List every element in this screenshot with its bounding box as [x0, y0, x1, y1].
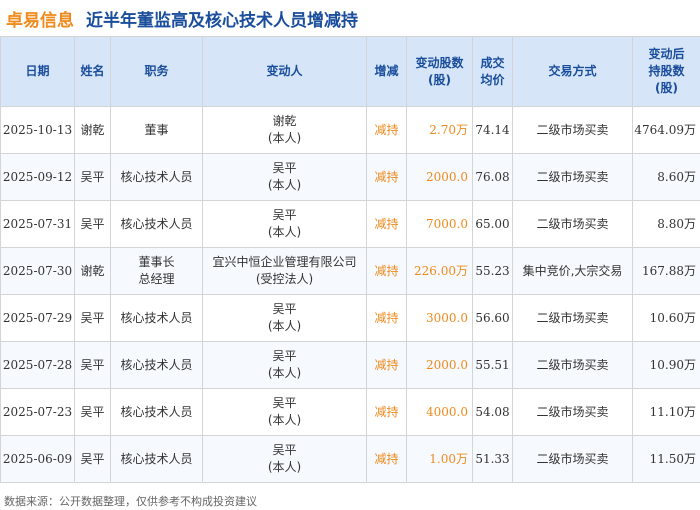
cell-shares: 1.00万: [406, 435, 473, 483]
cell-direction: 减持: [366, 247, 407, 295]
cell-changer: 吴平 (本人): [202, 435, 367, 483]
cell-method: 二级市场买卖: [512, 341, 633, 389]
cell-price: 55.51: [472, 341, 513, 389]
cell-method: 集中竞价,大宗交易: [512, 247, 633, 295]
cell-method: 二级市场买卖: [512, 294, 633, 342]
cell-date: 2025-10-13: [0, 106, 75, 154]
cell-date: 2025-06-09: [0, 435, 75, 483]
header-method: 交易方式: [512, 36, 633, 107]
cell-holding: 8.80万: [632, 200, 700, 248]
cell-date: 2025-07-23: [0, 388, 75, 436]
table-row: 2025-07-29 吴平 核心技术人员 吴平 (本人) 减持 3000.0 56.60 二级市…: [0, 294, 700, 342]
cell-method: 二级市场买卖: [512, 153, 633, 201]
cell-holding: 10.90万: [632, 341, 700, 389]
title-bar: 卓易信息 近半年董监高及核心技术人员增减持: [0, 0, 700, 36]
header-name: 姓名: [74, 36, 111, 107]
cell-date: 2025-07-28: [0, 341, 75, 389]
cell-direction: 减持: [366, 294, 407, 342]
cell-position: 董事: [110, 106, 203, 154]
header-price: 成交 均价: [472, 36, 513, 107]
cell-name: 吴平: [74, 200, 111, 248]
cell-name: 谢乾: [74, 247, 111, 295]
header-position: 职务: [110, 36, 203, 107]
cell-date: 2025-07-29: [0, 294, 75, 342]
cell-position: 核心技术人员: [110, 200, 203, 248]
table-row: 2025-07-30 谢乾 董事长 总经理 宜兴中恒企业管理有限公司 (受控法人) 减持 22…: [0, 247, 700, 295]
cell-holding: 4764.09万: [632, 106, 700, 154]
company-name: 卓易信息: [6, 10, 74, 31]
cell-shares: 2000.0: [406, 341, 473, 389]
cell-date: 2025-07-30: [0, 247, 75, 295]
table-row: 2025-09-12 吴平 核心技术人员 吴平 (本人) 减持 2000.0 76.08 二级市…: [0, 153, 700, 201]
header-holding: 变动后 持股数 (股): [632, 36, 700, 107]
cell-shares: 226.00万: [406, 247, 473, 295]
cell-changer: 吴平 (本人): [202, 294, 367, 342]
cell-changer: 吴平 (本人): [202, 153, 367, 201]
cell-direction: 减持: [366, 341, 407, 389]
cell-direction: 减持: [366, 200, 407, 248]
table-row: 2025-07-28 吴平 核心技术人员 吴平 (本人) 减持 2000.0 55.51 二级市…: [0, 341, 700, 389]
cell-date: 2025-07-31: [0, 200, 75, 248]
cell-changer: 宜兴中恒企业管理有限公司 (受控法人): [202, 247, 367, 295]
cell-position: 董事长 总经理: [110, 247, 203, 295]
cell-holding: 11.50万: [632, 435, 700, 483]
cell-price: 56.60: [472, 294, 513, 342]
cell-position: 核心技术人员: [110, 294, 203, 342]
cell-direction: 减持: [366, 388, 407, 436]
cell-date: 2025-09-12: [0, 153, 75, 201]
header-changer: 变动人: [202, 36, 367, 107]
holdings-change-table: 日期 姓名 职务 变动人 增减 变动股数 (股) 成交 均价 交易方式 变动后 持股数 (股) 2025…: [0, 36, 700, 483]
cell-price: 76.08: [472, 153, 513, 201]
table-header-row: 日期 姓名 职务 变动人 增减 变动股数 (股) 成交 均价 交易方式 变动后 持股数 (股): [0, 36, 700, 107]
header-date: 日期: [0, 36, 75, 107]
cell-name: 吴平: [74, 388, 111, 436]
cell-name: 谢乾: [74, 106, 111, 154]
cell-price: 55.23: [472, 247, 513, 295]
cell-direction: 减持: [366, 153, 407, 201]
cell-position: 核心技术人员: [110, 435, 203, 483]
table-row: 2025-10-13 谢乾 董事 谢乾 (本人) 减持 2.70万 74.14 二级市场买卖 47…: [0, 106, 700, 154]
page-title: 近半年董监高及核心技术人员增减持: [86, 10, 358, 31]
cell-shares: 3000.0: [406, 294, 473, 342]
data-source-note: 数据来源：公开数据整理，仅供参考不构成投资建议: [4, 495, 257, 508]
cell-price: 51.33: [472, 435, 513, 483]
table-row: 2025-06-09 吴平 核心技术人员 吴平 (本人) 减持 1.00万 51.33 二级市场…: [0, 435, 700, 483]
cell-direction: 减持: [366, 435, 407, 483]
cell-method: 二级市场买卖: [512, 106, 633, 154]
cell-shares: 4000.0: [406, 388, 473, 436]
cell-position: 核心技术人员: [110, 153, 203, 201]
cell-name: 吴平: [74, 341, 111, 389]
cell-price: 74.14: [472, 106, 513, 154]
header-shares: 变动股数 (股): [406, 36, 473, 107]
cell-holding: 8.60万: [632, 153, 700, 201]
table-body: 2025-10-13 谢乾 董事 谢乾 (本人) 减持 2.70万 74.14 二级市场买卖 47…: [0, 106, 700, 483]
cell-changer: 吴平 (本人): [202, 388, 367, 436]
table-row: 2025-07-23 吴平 核心技术人员 吴平 (本人) 减持 4000.0 54.08 二级市…: [0, 388, 700, 436]
cell-position: 核心技术人员: [110, 388, 203, 436]
cell-name: 吴平: [74, 435, 111, 483]
cell-position: 核心技术人员: [110, 341, 203, 389]
header-direction: 增减: [366, 36, 407, 107]
cell-holding: 167.88万: [632, 247, 700, 295]
cell-changer: 吴平 (本人): [202, 341, 367, 389]
cell-shares: 7000.0: [406, 200, 473, 248]
cell-price: 65.00: [472, 200, 513, 248]
cell-price: 54.08: [472, 388, 513, 436]
table-row: 2025-07-31 吴平 核心技术人员 吴平 (本人) 减持 7000.0 65.00 二级市…: [0, 200, 700, 248]
cell-name: 吴平: [74, 294, 111, 342]
cell-shares: 2.70万: [406, 106, 473, 154]
cell-name: 吴平: [74, 153, 111, 201]
cell-changer: 吴平 (本人): [202, 200, 367, 248]
cell-method: 二级市场买卖: [512, 388, 633, 436]
cell-holding: 11.10万: [632, 388, 700, 436]
cell-holding: 10.60万: [632, 294, 700, 342]
cell-changer: 谢乾 (本人): [202, 106, 367, 154]
cell-direction: 减持: [366, 106, 407, 154]
cell-shares: 2000.0: [406, 153, 473, 201]
cell-method: 二级市场买卖: [512, 435, 633, 483]
cell-method: 二级市场买卖: [512, 200, 633, 248]
